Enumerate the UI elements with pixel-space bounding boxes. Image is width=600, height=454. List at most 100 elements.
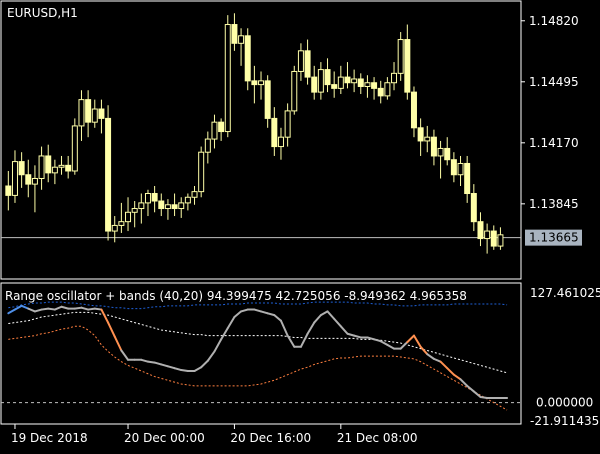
- candle: [178, 197, 185, 218]
- candle-body: [238, 35, 245, 44]
- candle-body: [171, 204, 178, 210]
- current-price-label: 1.13665: [529, 231, 579, 245]
- candle: [450, 152, 457, 183]
- middle-band-line: [8, 311, 508, 374]
- oscillator-segment: [446, 367, 455, 376]
- candle: [497, 227, 504, 250]
- candles: [5, 13, 504, 254]
- candle-body: [158, 200, 165, 210]
- candle-body: [144, 193, 151, 204]
- candle: [271, 107, 278, 156]
- candle: [138, 193, 145, 224]
- candle-body: [38, 155, 45, 179]
- oscillator-segment: [180, 369, 189, 372]
- candle: [198, 146, 205, 198]
- oscillator-segment: [452, 373, 462, 381]
- candle: [171, 193, 178, 217]
- candle-body: [397, 39, 404, 74]
- oscillator-segment: [100, 308, 110, 324]
- candle: [125, 197, 132, 232]
- candle-body: [410, 91, 417, 129]
- time-axis[interactable]: 19 Dec 2018 20 Dec 00:00 20 Dec 16:00 21 De…: [11, 424, 418, 445]
- oscillator-segment: [279, 319, 289, 337]
- oscillator-segment: [200, 359, 209, 369]
- oscillator-segment: [326, 310, 336, 320]
- candle: [118, 202, 125, 233]
- oscillator-segment: [93, 307, 103, 311]
- candle: [58, 155, 65, 175]
- candle: [357, 73, 364, 94]
- oscillator-segment: [166, 365, 176, 370]
- oscillator-segment: [339, 325, 349, 335]
- oscillator-segment: [346, 332, 356, 337]
- oscillator-segment: [419, 345, 429, 356]
- time-tick-label: 21 Dec 08:00: [337, 431, 418, 445]
- candle: [251, 65, 258, 104]
- candle: [264, 75, 271, 128]
- indicator-pane[interactable]: Range oscillator + bands (40,20) 94.3994…: [0, 282, 522, 425]
- candle: [277, 127, 284, 160]
- candle-body: [25, 174, 32, 185]
- candle-body: [51, 166, 58, 174]
- oscillator-segment: [120, 349, 130, 361]
- candle: [430, 129, 437, 166]
- candle-body: [251, 80, 258, 86]
- indicator-label: Range oscillator + bands (40,20) 94.3994…: [5, 289, 467, 303]
- candle-body: [277, 136, 284, 148]
- candle: [437, 140, 444, 179]
- candle: [204, 131, 211, 164]
- oscillator-segment: [13, 304, 23, 311]
- bands: [8, 301, 508, 411]
- price-pane[interactable]: EURUSD,H1: [0, 0, 522, 280]
- oscillator-segment: [406, 334, 415, 344]
- candle-body: [244, 35, 251, 82]
- price-axis[interactable]: 1.14820 1.14495 1.14170 1.13845 1.13665: [521, 14, 582, 246]
- candle-body: [457, 162, 464, 176]
- indicator-min-label: -21.911435: [530, 414, 599, 428]
- candle-body: [417, 127, 424, 142]
- candle-body: [317, 69, 324, 93]
- time-tick-label: 20 Dec 00:00: [124, 431, 205, 445]
- indicator-axis[interactable]: 127.461025 0.000000 -21.911435: [530, 286, 600, 428]
- candle: [344, 62, 351, 89]
- indicator-pane-frame: [0, 282, 522, 425]
- candle: [25, 159, 32, 198]
- time-tick-label: 19 Dec 2018: [11, 431, 88, 445]
- candle: [324, 58, 331, 93]
- candle: [244, 28, 251, 91]
- candle-body: [105, 117, 112, 232]
- oscillator-segment: [333, 317, 342, 328]
- oscillator-segment: [426, 353, 435, 360]
- candle-body: [450, 159, 457, 176]
- candle-body: [91, 108, 98, 123]
- oscillator-segment: [373, 338, 382, 343]
- oscillator-segment: [266, 312, 276, 317]
- candle-body: [138, 202, 145, 210]
- oscillator-segment: [53, 305, 63, 311]
- oscillator-segment: [399, 341, 409, 350]
- candle: [51, 159, 58, 185]
- candle-body: [324, 69, 331, 86]
- candle-body: [437, 147, 444, 157]
- candle: [377, 80, 384, 104]
- oscillator-segment: [479, 396, 489, 399]
- candle-body: [377, 87, 384, 97]
- candle-body: [164, 204, 171, 210]
- candle-body: [85, 99, 92, 123]
- price-tick-label: 1.14170: [529, 136, 579, 150]
- candle-body: [291, 70, 298, 112]
- candle: [444, 137, 451, 166]
- indicator-max-label: 127.461025: [530, 286, 600, 300]
- candle-body: [198, 151, 205, 193]
- oscillator-segment: [60, 305, 70, 310]
- candle-body: [331, 84, 338, 89]
- candle: [464, 155, 471, 203]
- oscillator-segment: [33, 308, 43, 313]
- candle-body: [484, 230, 491, 240]
- oscillator-segment: [107, 321, 116, 338]
- candle: [258, 71, 265, 100]
- oscillator-segment: [299, 332, 309, 348]
- candle-body: [218, 121, 225, 133]
